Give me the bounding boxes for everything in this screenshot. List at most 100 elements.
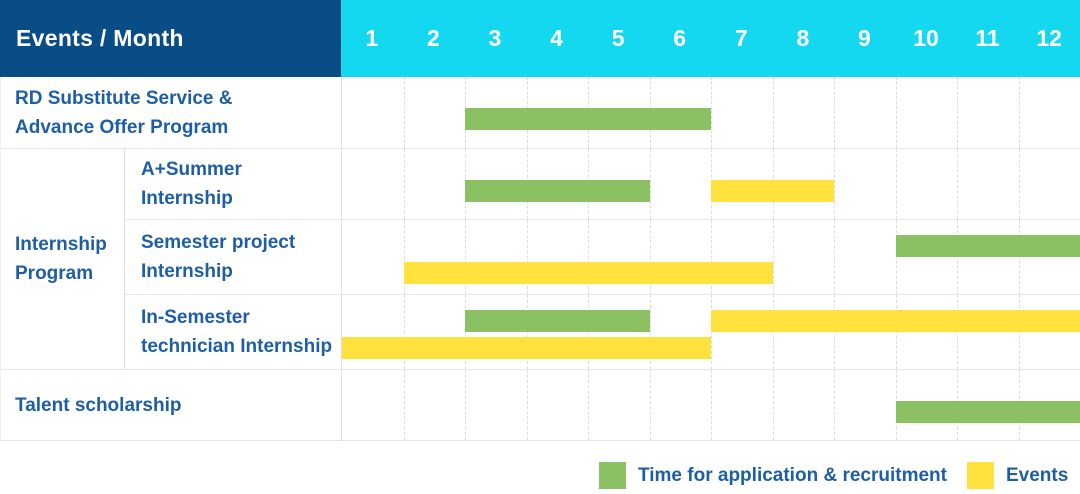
group-label-line: Internship xyxy=(15,234,107,255)
month-header-cell-7: 7 xyxy=(710,0,772,77)
recruitment-bar xyxy=(465,180,650,202)
month-gridline xyxy=(526,295,528,369)
month-gridline xyxy=(895,220,897,294)
month-gridline xyxy=(895,149,897,219)
month-gridline xyxy=(649,370,651,440)
legend-swatch-event xyxy=(966,462,994,489)
row-label-line: technician Internship xyxy=(141,336,333,357)
month-label-4: 4 xyxy=(550,25,563,51)
month-gridline xyxy=(834,77,835,148)
table-header-corner: Events / Month xyxy=(0,0,341,77)
event-bar xyxy=(403,262,773,284)
month-gridline xyxy=(403,220,405,294)
legend-swatch-recruitment xyxy=(599,462,626,489)
recruitment-bar xyxy=(895,401,1080,423)
month-gridline xyxy=(588,370,589,440)
month-header-cell-12: 12 xyxy=(1018,0,1080,77)
month-header-cell-2: 2 xyxy=(403,0,465,77)
month-header-cell-9: 9 xyxy=(834,0,896,77)
month-gridline xyxy=(1018,149,1020,219)
recruitment-bar xyxy=(465,310,650,332)
row-label-talent-scholarship: Talent scholarship xyxy=(0,370,341,441)
month-gridline xyxy=(588,295,589,369)
row-label-line: A+Summer xyxy=(141,159,242,180)
month-gridline xyxy=(1018,77,1020,148)
month-label-2: 2 xyxy=(426,25,440,51)
month-label-11: 11 xyxy=(975,25,1000,51)
legend-label-recruitment: Time for application & recruitment xyxy=(638,464,947,486)
month-gridline xyxy=(649,149,651,219)
month-gridline xyxy=(772,77,774,148)
month-label-7: 7 xyxy=(734,25,748,51)
month-gridline xyxy=(957,77,958,148)
legend-label-event: Events xyxy=(1005,464,1069,486)
group-label-line: Program xyxy=(15,263,94,284)
month-gridline xyxy=(772,370,774,440)
month-header-cell-8: 8 xyxy=(772,0,834,77)
chart-row-in-semester-technician-internship xyxy=(341,295,1080,370)
month-gridline xyxy=(465,220,466,294)
group-label-internship-program: Internship Program xyxy=(0,149,124,370)
row-label-line: Internship xyxy=(141,261,233,282)
month-gridline xyxy=(711,370,712,440)
row-label-line: Semester project xyxy=(141,232,296,253)
row-label-line: RD Substitute Service & xyxy=(15,87,233,109)
month-header-cell-11: 11 xyxy=(957,0,1019,77)
legend: Time for application & recruitment Events xyxy=(599,462,1068,489)
month-gridline xyxy=(403,370,405,440)
month-label-9: 9 xyxy=(858,25,871,51)
month-gridline xyxy=(711,220,712,294)
month-header-cell-6: 6 xyxy=(649,0,711,77)
row-label-a-plus-summer-internship: A+Summer Internship xyxy=(124,149,341,220)
month-label-12: 12 xyxy=(1036,25,1062,51)
row-label-line: Talent scholarship xyxy=(15,394,182,416)
row-label-line: Advance Offer Program xyxy=(15,116,229,138)
month-gridline xyxy=(957,295,958,369)
month-gridline xyxy=(834,149,835,219)
month-gridline xyxy=(834,220,835,294)
month-gridline xyxy=(834,295,835,369)
month-gridline xyxy=(649,220,651,294)
month-label-5: 5 xyxy=(611,25,625,51)
event-bar xyxy=(711,180,834,202)
month-gridline xyxy=(957,149,958,219)
row-label-semester-project-internship: Semester project Internship xyxy=(124,220,341,295)
month-gridline xyxy=(711,295,712,369)
month-gridline xyxy=(526,370,528,440)
month-gridline xyxy=(588,220,589,294)
row-label-rd-substitute-service-advance-offer-program: RD Substitute Service & Advance Offer Pro… xyxy=(0,77,341,149)
month-gridline xyxy=(1018,220,1020,294)
month-header-cell-4: 4 xyxy=(526,0,588,77)
recruitment-bar xyxy=(465,108,711,130)
month-label-3: 3 xyxy=(488,25,502,51)
month-header-row: 1 2 3 4 5 6 7 8 9 10 11 12 xyxy=(341,0,1080,77)
month-gridline xyxy=(772,220,774,294)
month-gridline xyxy=(649,295,651,369)
month-gridline xyxy=(895,77,897,148)
month-header-cell-3: 3 xyxy=(464,0,526,77)
chart-row-a-plus-summer-internship xyxy=(341,149,1080,220)
month-label-6: 6 xyxy=(673,25,687,51)
month-gridline xyxy=(1018,295,1020,369)
month-gridline xyxy=(895,295,897,369)
month-label-10: 10 xyxy=(913,25,939,51)
event-bar xyxy=(342,337,711,359)
recruitment-bar xyxy=(895,235,1080,257)
month-gridline xyxy=(403,77,405,148)
month-gridline xyxy=(772,295,774,369)
month-gridline xyxy=(834,370,835,440)
month-gridline xyxy=(526,220,528,294)
row-label-line: Internship xyxy=(141,188,233,209)
month-gridline xyxy=(403,295,405,369)
month-gridline xyxy=(957,220,958,294)
month-header-cell-5: 5 xyxy=(587,0,649,77)
header-title: Events / Month xyxy=(16,25,184,51)
row-label-in-semester-technician-internship: In-Semester technician Internship xyxy=(124,295,341,370)
chart-row-rd-substitute-service-advance-offer-program xyxy=(341,77,1080,149)
month-gridline xyxy=(465,295,466,369)
row-label-line: In-Semester xyxy=(141,307,250,328)
month-gridline xyxy=(465,370,466,440)
month-header-cell-10: 10 xyxy=(895,0,957,77)
month-header-cell-1: 1 xyxy=(341,0,403,77)
